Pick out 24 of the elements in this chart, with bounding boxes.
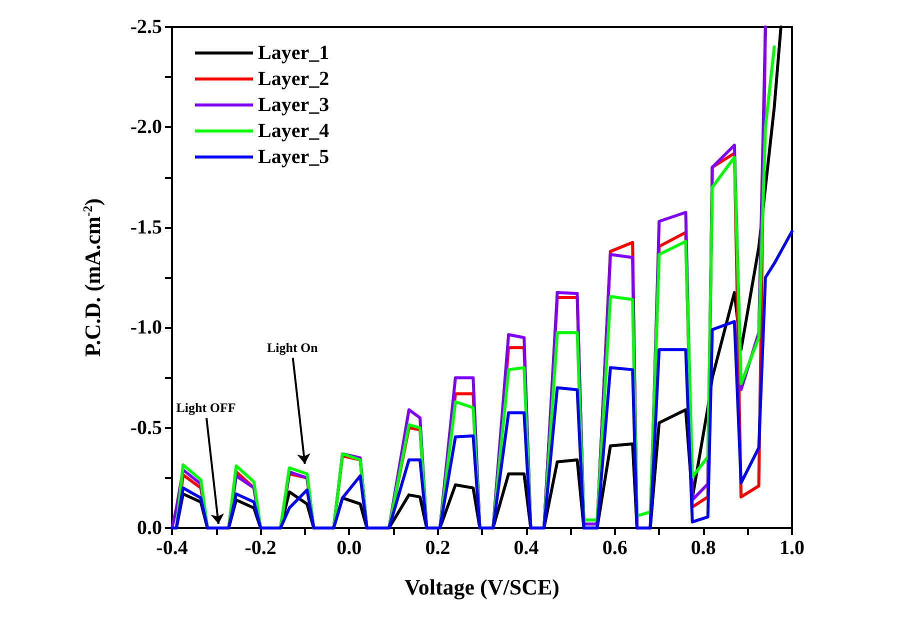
- x-tick-label: 0.0: [336, 537, 362, 559]
- x-tick-label: 0.2: [425, 537, 450, 559]
- legend-label: Layer_1: [258, 42, 330, 64]
- y-tick-label: 0.0: [137, 517, 162, 539]
- annotation: Light OFF: [176, 400, 236, 416]
- y-tick-label: -2.5: [130, 16, 162, 38]
- x-tick-label: -0.2: [244, 537, 276, 559]
- x-tick-label: 0.8: [690, 537, 716, 559]
- x-tick-label: 0.4: [514, 537, 539, 559]
- legend-label: Layer_4: [258, 120, 330, 142]
- x-tick-label: 0.6: [602, 537, 628, 559]
- y-tick-label: -2.0: [130, 116, 162, 138]
- legend-label: Layer_2: [258, 68, 330, 90]
- y-tick-label: -1.5: [130, 216, 162, 238]
- annotation: Light On: [266, 340, 319, 355]
- x-axis-title: Voltage (V/SCE): [404, 574, 560, 600]
- y-tick-label: -0.5: [130, 416, 162, 439]
- y-axis-title: P.C.D. (mA.cm-2): [80, 198, 105, 357]
- legend-label: Layer_5: [258, 146, 330, 168]
- x-tick-label: 1.0: [780, 537, 804, 559]
- legend-label: Layer_3: [258, 94, 330, 116]
- y-tick-label: -1.0: [130, 316, 162, 339]
- line-series: [170, 230, 794, 530]
- x-tick-label: -0.4: [156, 537, 188, 559]
